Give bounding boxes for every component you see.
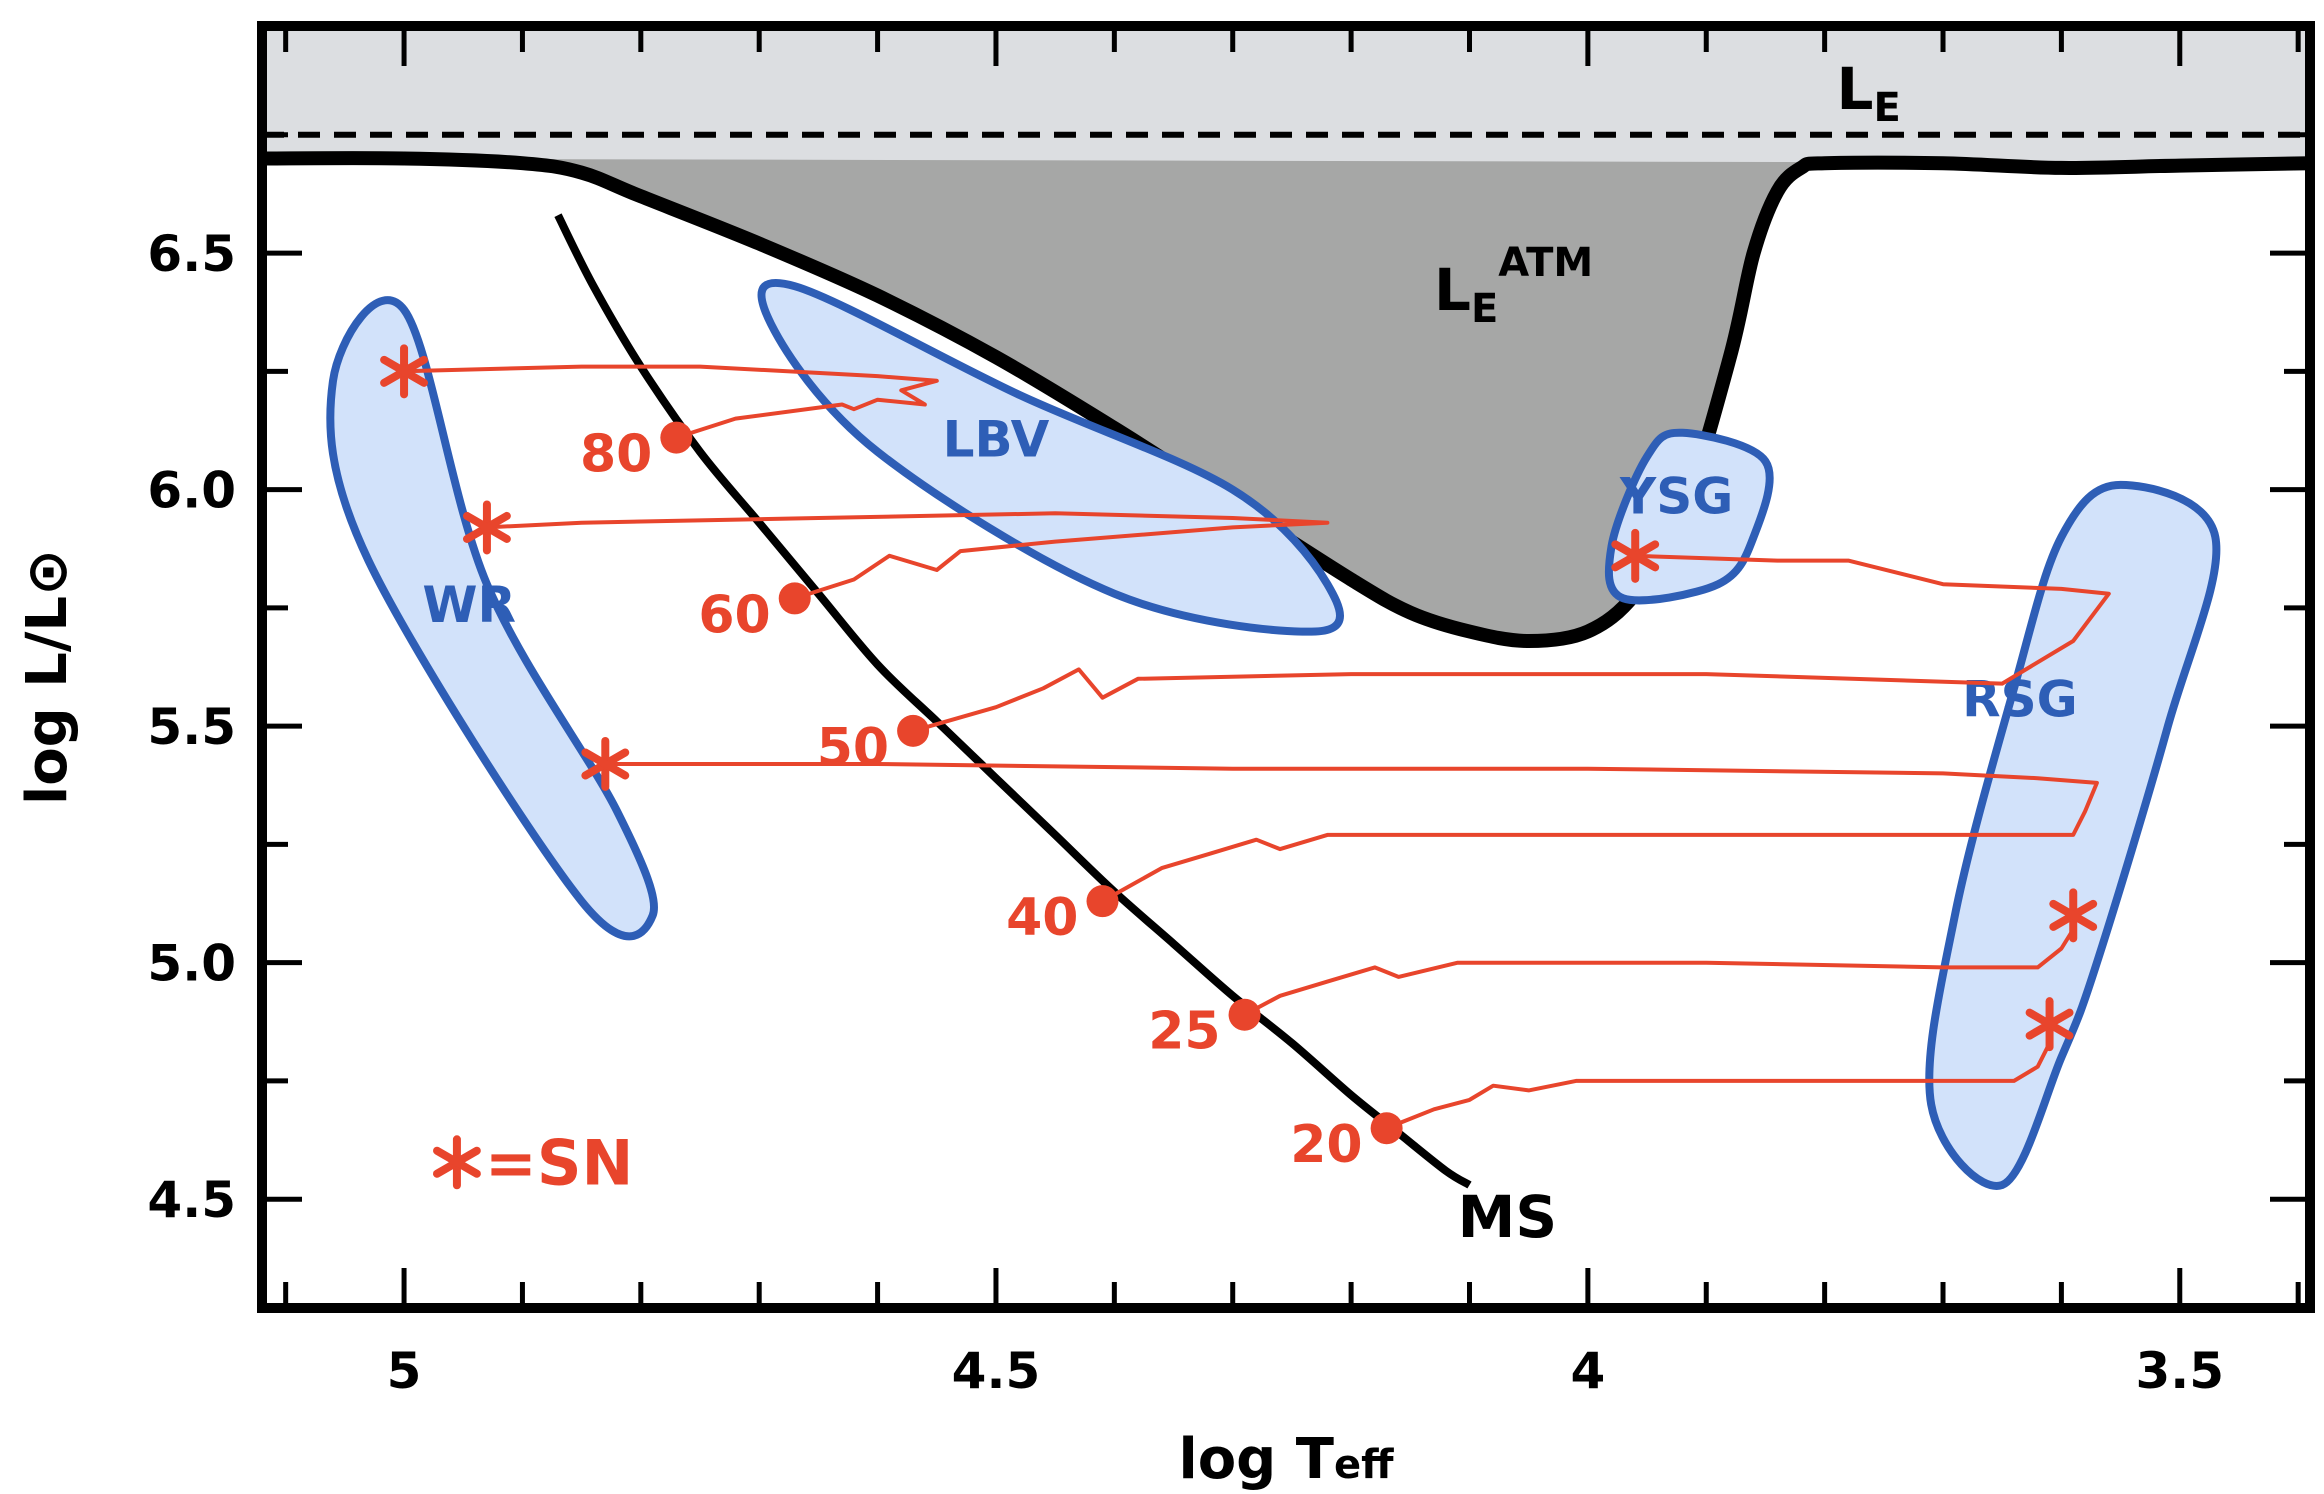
eddington-limit-label: LE [1836, 55, 1900, 131]
sn-marker-20 [2025, 997, 2074, 1052]
sn-marker-50 [1611, 528, 1660, 583]
sn-marker-60 [463, 500, 511, 555]
region-label-wr: WR [422, 576, 516, 634]
zams-point-25 [1228, 998, 1261, 1031]
mass-label-40: 40 [1006, 888, 1078, 948]
mass-label-50: 50 [817, 718, 889, 778]
y-tick-label: 6.0 [147, 462, 236, 520]
mass-label-20: 20 [1290, 1115, 1362, 1175]
x-tick-label: 3.5 [2135, 1342, 2224, 1400]
sn-arm [463, 511, 511, 543]
track-50 [912, 553, 2111, 733]
y-tick-label: 5.0 [147, 935, 236, 993]
main-sequence-label: MS [1458, 1183, 1558, 1251]
tracks-layer: 80 60 50 40 25 20 [380, 344, 2111, 1175]
region-label-ysg: YSG [1619, 467, 1733, 525]
x-tick-label: 5 [387, 1342, 422, 1400]
zams-point-80 [660, 421, 693, 454]
ticks-layer: 5 4.5 4 3.5 4.5 5.0 5.5 6.0 6.5 [147, 26, 2310, 1400]
regions-layer: WR LBV YSG RSG [326, 278, 2221, 1190]
mass-label-60: 60 [698, 585, 770, 645]
sn-legend: =SN [433, 1126, 634, 1199]
region-label-lbv: LBV [943, 410, 1050, 468]
x-tick-label: 4.5 [952, 1342, 1041, 1400]
sn-arm [2025, 1008, 2074, 1040]
sn-arm [1611, 540, 1660, 572]
sn-marker-40 [581, 736, 630, 791]
zams-point-40 [1086, 885, 1119, 918]
sn-marker-80 [380, 344, 428, 399]
track-80 [404, 364, 939, 440]
atm-eddington-curve [262, 151, 2310, 649]
region-wr [326, 296, 658, 941]
sn-arm [380, 355, 428, 387]
sn-legend-marker [433, 1135, 481, 1190]
mass-label-80: 80 [580, 425, 652, 485]
region-lbv [757, 278, 1344, 636]
labels-layer: LE LEATM MS log Teff log L/L⊙ =SN [15, 55, 1901, 1492]
y-axis-title: log L/L⊙ [15, 549, 80, 805]
below-limit-area [262, 158, 2310, 1308]
sn-arm [2049, 899, 2098, 931]
plot-frame [257, 21, 2315, 1313]
track-40 [605, 762, 2099, 903]
x-axis-title: log Teff [1179, 1427, 1395, 1492]
mass-label-25: 25 [1148, 1002, 1220, 1062]
atm-eddington-region [262, 158, 2310, 641]
sn-arm [433, 1146, 481, 1178]
sn-arm [581, 748, 630, 780]
region-label-rsg: RSG [1962, 671, 2078, 729]
y-tick-label: 6.5 [147, 225, 236, 283]
track-60 [486, 511, 1330, 601]
track-20 [1385, 1042, 2052, 1131]
track-25 [1243, 928, 2075, 1017]
zams-point-50 [897, 714, 930, 747]
atm-eddington-label: LEATM [1434, 240, 1593, 332]
sn-marker-25 [2049, 888, 2098, 943]
sn-legend-text: =SN [485, 1126, 634, 1199]
x-tick-label: 4 [1570, 1342, 1605, 1400]
sn-legend-asterisk [433, 1135, 481, 1190]
zams-point-60 [778, 582, 811, 615]
y-tick-label: 5.5 [147, 698, 236, 756]
y-tick-label: 4.5 [147, 1171, 236, 1229]
zams-point-20 [1370, 1112, 1403, 1145]
eddington-limit-band [262, 26, 2310, 165]
